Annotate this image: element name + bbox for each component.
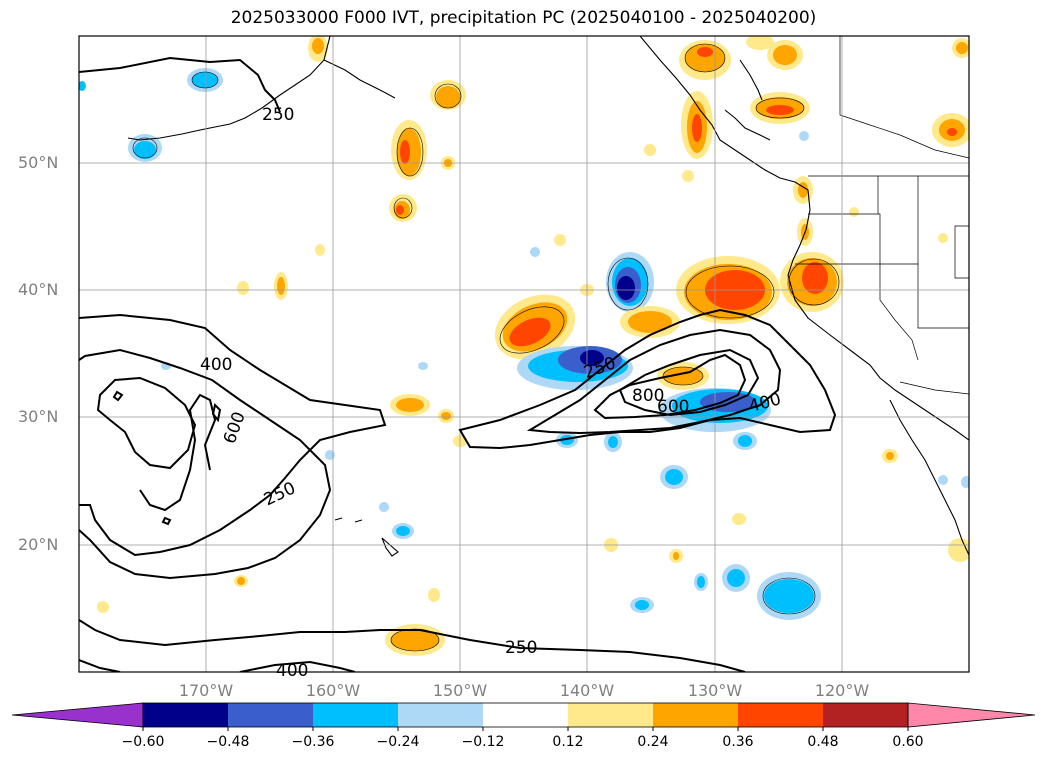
lat-label: 20°N	[18, 535, 59, 554]
colorbar-segment	[568, 703, 653, 727]
ivt-contours	[79, 56, 837, 672]
lon-label: 150°W	[432, 681, 488, 700]
borders	[795, 36, 969, 395]
colorbar-segment	[483, 703, 568, 727]
contour-label: 400	[200, 355, 232, 375]
colorbar-outline	[142, 702, 909, 728]
contour-label: 250	[505, 638, 537, 658]
contour-label: 800	[632, 386, 664, 406]
colorbar-tick-label: 0.48	[807, 734, 839, 750]
contour-label: 600	[657, 397, 689, 417]
contour-labels: 250 400 600 250 250 400 250 800 600 400	[200, 105, 783, 681]
lon-label: 160°W	[305, 681, 361, 700]
figure-title: 2025033000 F000 IVT, precipitation PC (2…	[230, 8, 817, 28]
precip-patches	[79, 36, 969, 656]
lon-label: 120°W	[814, 681, 870, 700]
map-frame	[78, 35, 970, 673]
colorbar-tick-label: −0.12	[461, 734, 505, 750]
contour-label: 250	[262, 105, 294, 125]
colorbar-tick-label: 0.36	[722, 734, 754, 750]
colorbar-tick-label: 0.24	[637, 734, 669, 750]
colorbar-tick-label: −0.60	[121, 734, 165, 750]
graticule	[79, 36, 969, 672]
colorbar-segment	[143, 703, 228, 727]
colorbar-arrow-left	[11, 702, 144, 728]
patch-outlines	[132, 43, 840, 652]
lat-label: 30°N	[18, 407, 59, 426]
colorbar	[11, 702, 1036, 731]
colorbar-arrow-right	[907, 702, 1036, 728]
colorbar-tick-label: 0.60	[892, 734, 924, 750]
lon-label: 130°W	[687, 681, 743, 700]
colorbar-tick-label: 0.12	[552, 734, 584, 750]
lat-label: 40°N	[18, 280, 59, 299]
colorbar-segment	[313, 703, 398, 727]
lat-label: 50°N	[18, 153, 59, 172]
colorbar-tick-label: −0.36	[291, 734, 335, 750]
colorbar-segment	[398, 703, 483, 727]
contour-label: 400	[276, 661, 308, 681]
colorbar-segment	[823, 703, 908, 727]
colorbar-segment	[738, 703, 823, 727]
colorbar-tick-label: −0.24	[376, 734, 420, 750]
coastlines	[127, 36, 969, 557]
colorbar-segment	[228, 703, 313, 727]
colorbar-tick-label: −0.48	[206, 734, 250, 750]
lon-label: 170°W	[178, 681, 234, 700]
lon-label: 140°W	[559, 681, 615, 700]
colorbar-segment	[653, 703, 738, 727]
